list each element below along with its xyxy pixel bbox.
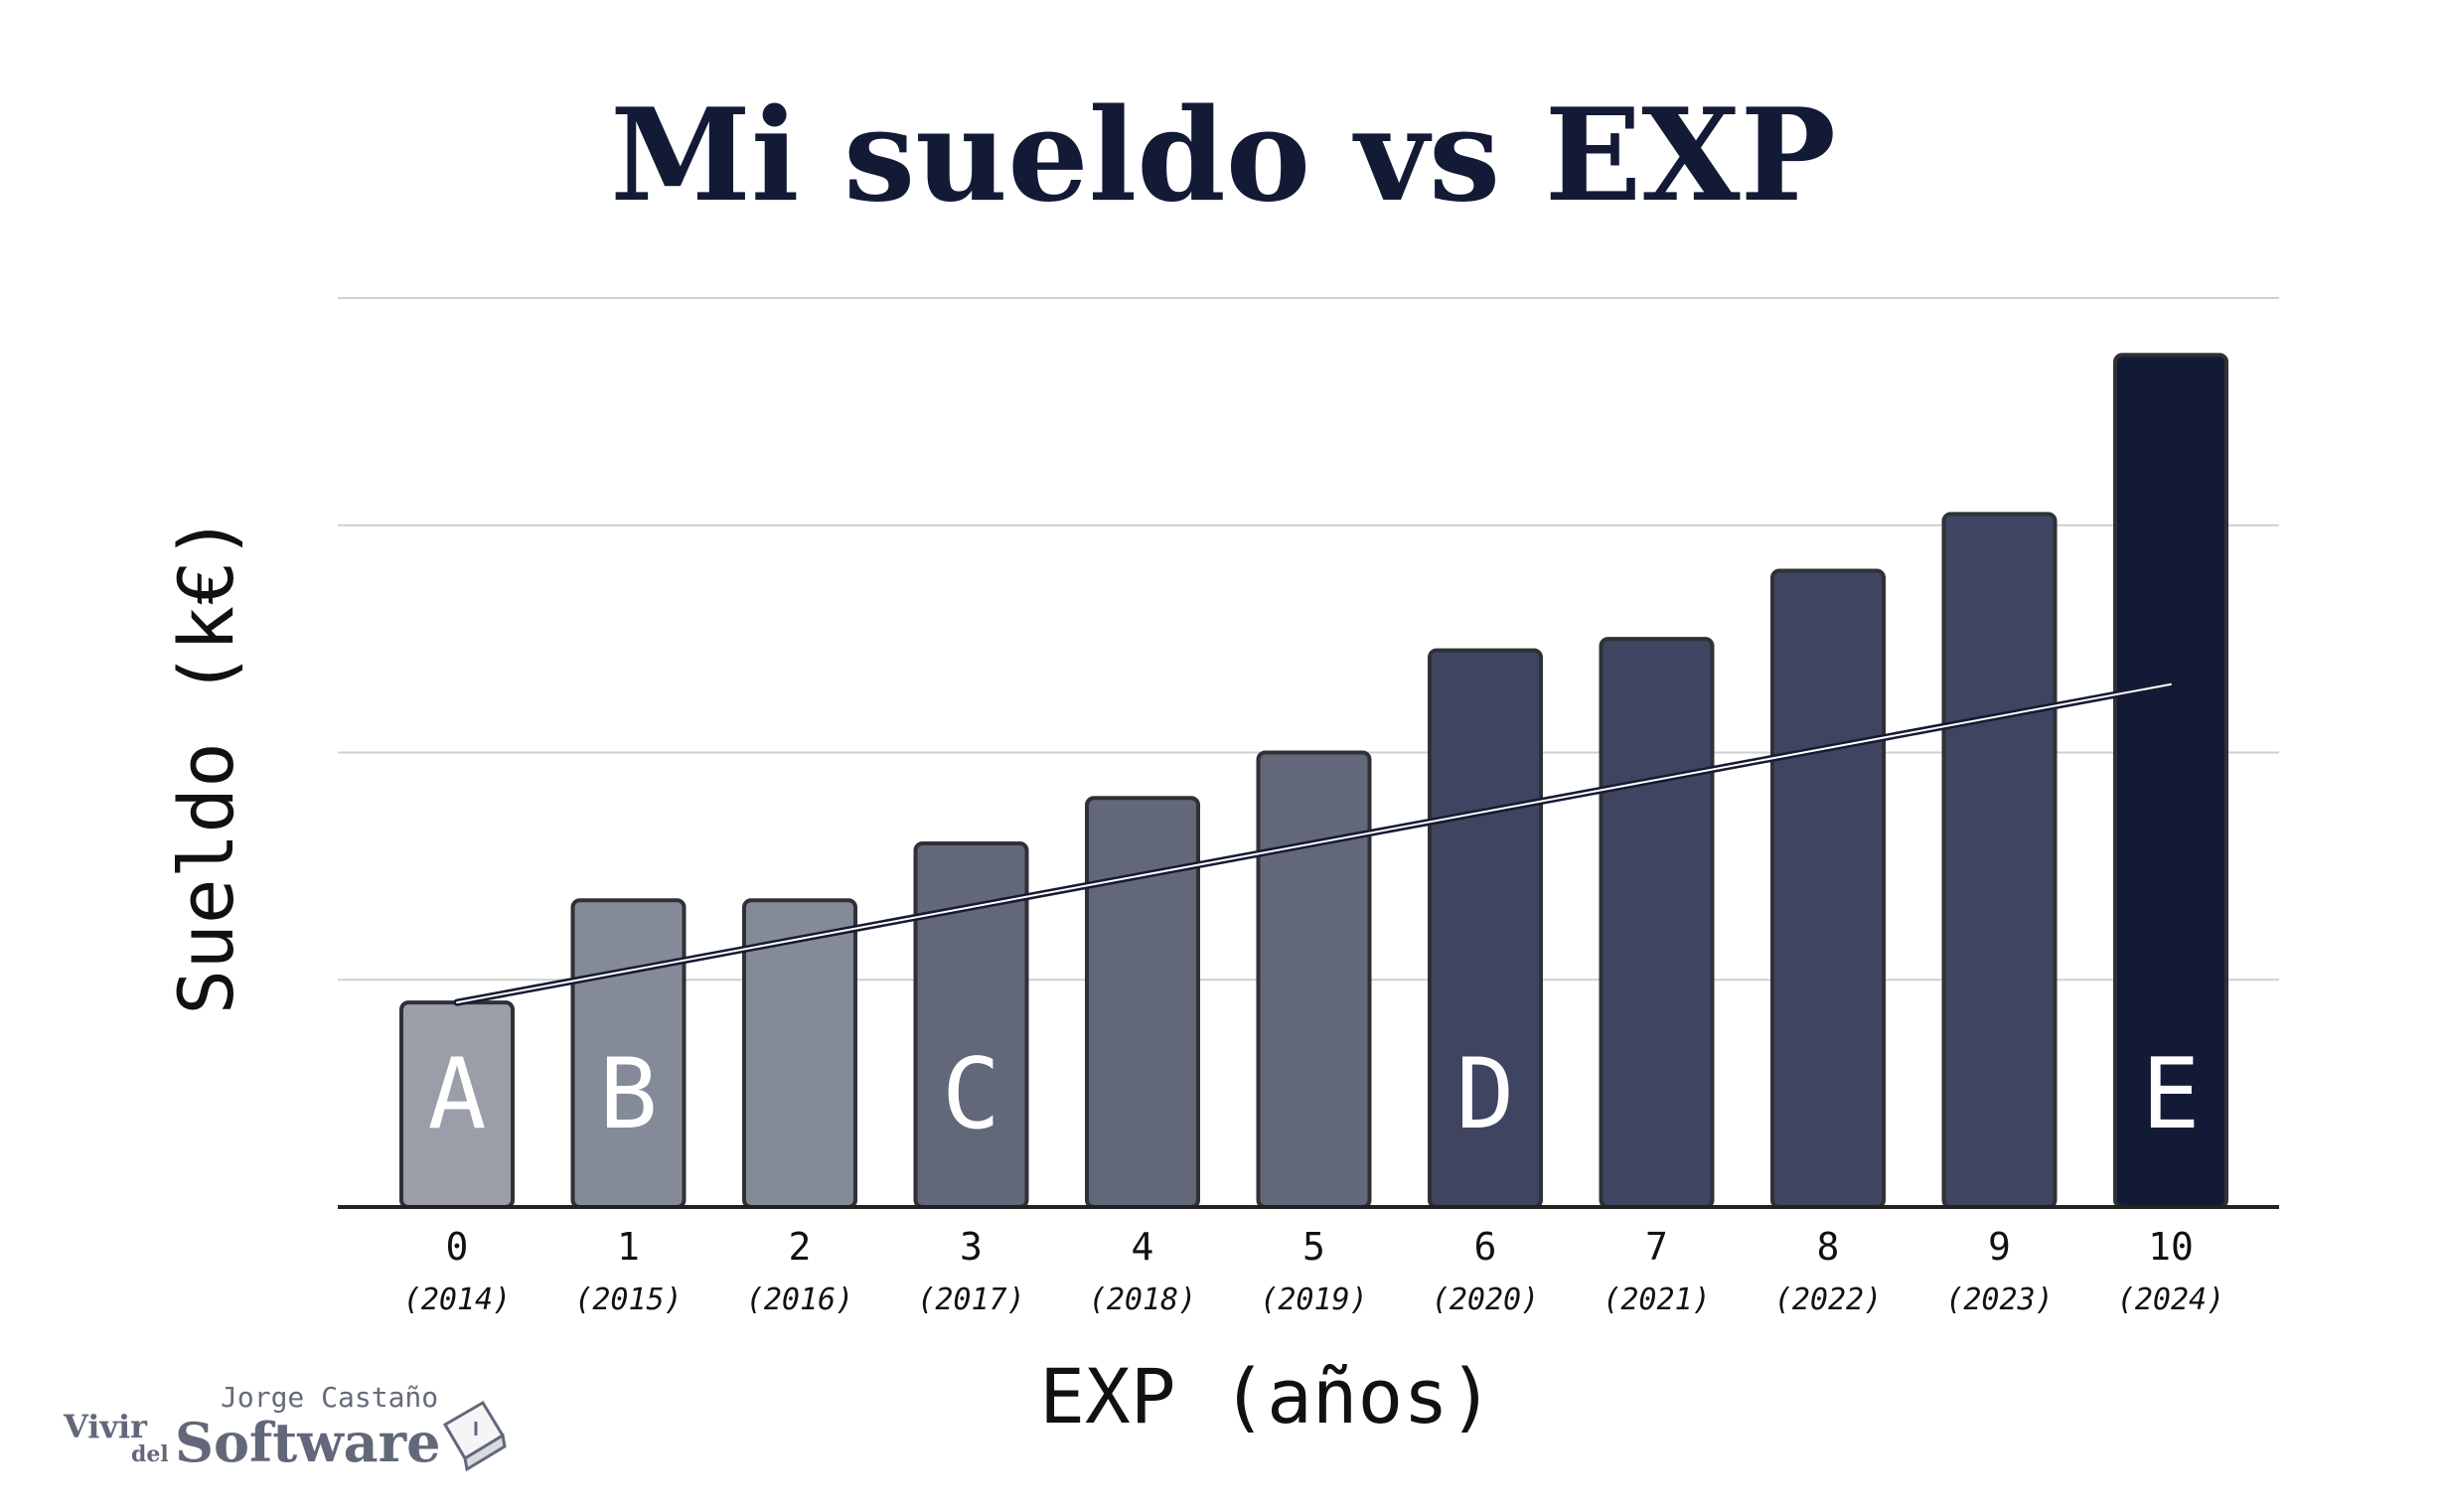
bar-4 [1085,796,1200,1209]
bar-7 [1599,637,1715,1209]
x-tick-0: 0 [446,1225,469,1269]
x-year-3: (2017) [917,1283,1024,1317]
bar-letter-b: B [599,1038,658,1151]
x-tick-6: 6 [1474,1225,1497,1269]
bars-layer [399,353,2228,1209]
x-year-4: (2018) [1089,1283,1196,1317]
bar-9 [1941,512,2058,1209]
x-axis-label: EXP (años) [1039,1352,1494,1440]
x-tick-8: 8 [1817,1225,1840,1269]
bar-letter-c: C [942,1038,1000,1151]
y-axis-label: Sueldo (k€) [162,515,250,1014]
x-tick-7: 7 [1645,1225,1668,1269]
x-year-2: (2016) [746,1283,853,1317]
trendline-inner [456,682,2172,1004]
watermark-brand-del: del [131,1441,169,1467]
bar-letter-a: A [427,1038,486,1151]
x-tick-3: 3 [960,1225,983,1269]
x-year-1: (2015) [574,1283,682,1317]
bar-8 [1770,568,1886,1209]
x-year-9: (2023) [1945,1283,2053,1317]
x-year-10: (2024) [2117,1283,2224,1317]
x-tick-9: 9 [1988,1225,2011,1269]
x-ticks-layer: 0 1 2 3 4 5 6 7 8 9 10 [446,1225,2194,1269]
x-tick-1: 1 [617,1225,640,1269]
x-year-0: (2014) [403,1283,511,1317]
watermark-brand-vivir: Vivir [63,1408,148,1445]
x-tick-2: 2 [789,1225,812,1269]
x-tick-4: 4 [1132,1225,1154,1269]
watermark-logo: Jorge Castaño Vivir del Software [63,1381,507,1474]
watermark-author: Jorge Castaño [221,1381,438,1414]
x-year-8: (2022) [1774,1283,1882,1317]
chart-title: Mi sueldo vs EXP [610,81,1836,230]
x-year-7: (2021) [1603,1283,1710,1317]
watermark-brand-software: Software [175,1411,440,1474]
x-tick-10: 10 [2148,1225,2194,1269]
bar-letter-e: E [2141,1038,2200,1151]
key-icon [442,1400,507,1472]
x-tick-5: 5 [1302,1225,1325,1269]
x-years-layer: (2014) (2015) (2016) (2017) (2018) (2019) (202… [403,1283,2224,1317]
trendline-layer [453,680,2175,1006]
bar-5 [1256,750,1372,1209]
x-year-6: (2020) [1432,1283,1539,1317]
bar-letter-d: D [1455,1038,1514,1151]
x-year-5: (2019) [1260,1283,1367,1317]
